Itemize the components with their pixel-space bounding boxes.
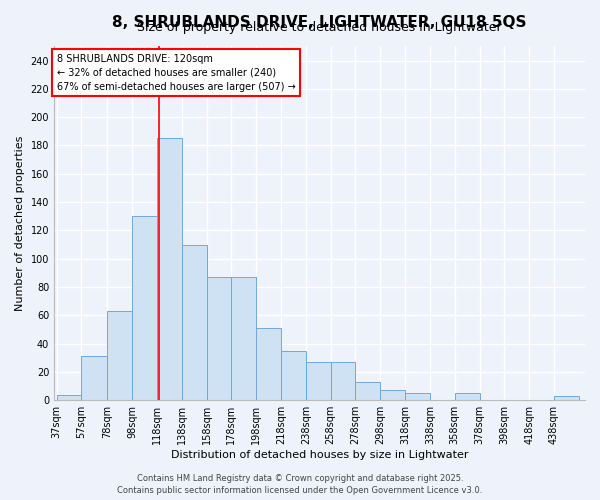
Bar (355, 382, 380, 400)
Bar (380, 390, 405, 400)
Text: Size of property relative to detached houses in Lightwater: Size of property relative to detached ho… (137, 21, 502, 34)
Title: 8, SHRUBLANDS DRIVE, LIGHTWATER, GU18 5QS: 8, SHRUBLANDS DRIVE, LIGHTWATER, GU18 5Q… (112, 15, 527, 30)
Bar (455, 393, 479, 400)
Bar (206, 277, 232, 400)
Bar (554, 396, 579, 400)
Bar (306, 362, 331, 400)
X-axis label: Distribution of detached houses by size in Lightwater: Distribution of detached houses by size … (171, 450, 468, 460)
Bar (405, 393, 430, 400)
Bar (56, 394, 82, 400)
Bar (82, 356, 107, 400)
Bar (331, 362, 355, 400)
Bar (182, 244, 206, 400)
Text: Contains HM Land Registry data © Crown copyright and database right 2025.
Contai: Contains HM Land Registry data © Crown c… (118, 474, 482, 495)
Bar (281, 350, 306, 400)
Bar (132, 216, 157, 400)
Bar (107, 311, 132, 400)
Text: 8 SHRUBLANDS DRIVE: 120sqm
← 32% of detached houses are smaller (240)
67% of sem: 8 SHRUBLANDS DRIVE: 120sqm ← 32% of deta… (56, 54, 295, 92)
Bar (256, 328, 281, 400)
Bar (157, 138, 182, 400)
Bar (232, 277, 256, 400)
Y-axis label: Number of detached properties: Number of detached properties (15, 136, 25, 311)
